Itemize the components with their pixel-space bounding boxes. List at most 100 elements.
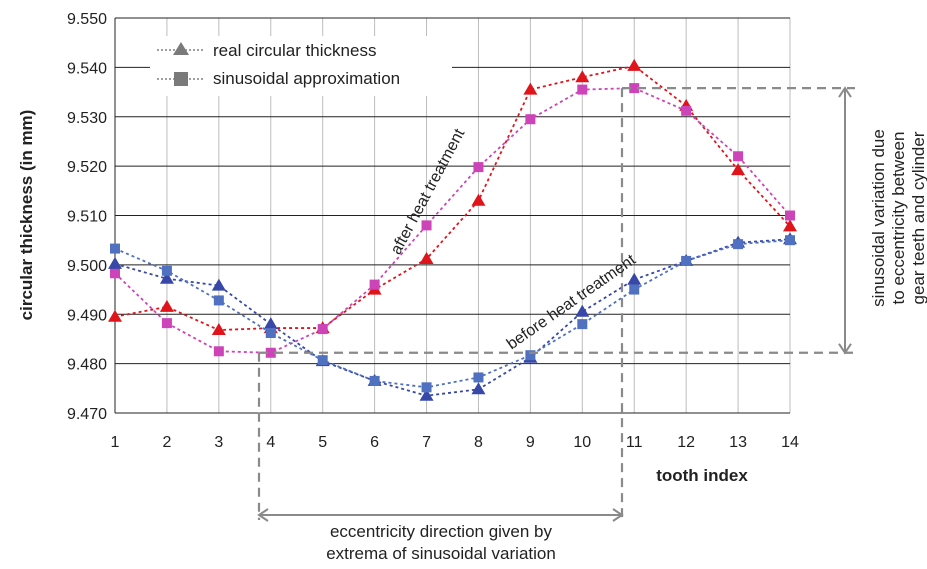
y-tick-label: 9.500 xyxy=(67,258,107,275)
x-tick-label: 6 xyxy=(370,434,379,451)
data-point-square xyxy=(577,84,588,95)
y-tick-label: 9.550 xyxy=(67,11,107,28)
y-axis-label: circular thickness (in mm) xyxy=(17,110,36,321)
y-tick-labels: 9.470 9.480 9.490 9.500 9.510 9.520 9.530 9.540… xyxy=(67,11,107,423)
data-point-square xyxy=(681,105,692,116)
x-tick-label: 3 xyxy=(214,434,223,451)
amplitude-arrow-bottom-head xyxy=(838,343,852,355)
x-tick-label: 12 xyxy=(677,434,695,451)
data-point-square xyxy=(525,350,536,361)
data-point-square xyxy=(733,239,744,250)
x-tick-label: 10 xyxy=(573,434,591,451)
annotation-eccentricity-line1: eccentricity direction given by xyxy=(330,522,553,541)
annotation-sinusoidal-line1: sinusoidal variation due xyxy=(869,129,888,307)
y-tick-label: 9.530 xyxy=(67,110,107,127)
legend-box xyxy=(150,36,452,96)
series-0 xyxy=(108,58,797,336)
x-axis-label: tooth index xyxy=(656,466,748,485)
data-point-triangle xyxy=(783,219,797,232)
data-point-square xyxy=(785,210,795,221)
y-tick-label: 9.480 xyxy=(67,357,107,374)
data-point-triangle xyxy=(211,278,226,291)
data-point-triangle xyxy=(627,58,642,71)
series-line xyxy=(114,87,791,354)
data-point-triangle xyxy=(159,271,174,284)
x-tick-label: 4 xyxy=(266,434,275,451)
data-point-square xyxy=(317,355,328,366)
data-point-triangle xyxy=(108,309,122,322)
annotation-eccentricity-line2: extrema of sinusoidal variation xyxy=(326,544,556,563)
data-point-square xyxy=(161,318,172,329)
data-point-square xyxy=(265,347,276,358)
data-point-triangle xyxy=(575,70,590,83)
data-point-triangle xyxy=(263,317,278,330)
data-point-triangle xyxy=(471,193,486,206)
x-tick-label: 2 xyxy=(162,434,171,451)
data-point-triangle xyxy=(627,272,642,285)
data-point-square xyxy=(213,295,224,306)
x-tick-label: 1 xyxy=(111,434,120,451)
annotation-sinusoidal-variation: sinusoidal variation due to eccentricity… xyxy=(869,129,927,307)
y-tick-label: 9.510 xyxy=(67,209,107,226)
series-1 xyxy=(110,83,795,358)
eccentricity-arrow-right-head xyxy=(612,508,624,522)
y-tick-label: 9.490 xyxy=(67,307,107,324)
data-point-triangle xyxy=(731,163,746,176)
legend-square-marker xyxy=(174,72,188,86)
data-point-triangle xyxy=(108,256,122,269)
series-layer xyxy=(108,58,797,401)
data-point-square xyxy=(110,243,120,254)
annotation-sinusoidal-line3: gear teeth and cylinder xyxy=(909,131,927,304)
data-point-square xyxy=(369,279,380,290)
data-point-square xyxy=(421,382,432,393)
data-point-square xyxy=(473,372,484,383)
y-tick-label: 9.520 xyxy=(67,159,107,176)
data-point-square xyxy=(213,346,224,357)
annotation-before-heat-treatment: before heat treatment xyxy=(504,251,640,353)
data-point-square xyxy=(733,151,744,162)
amplitude-arrow-top-head xyxy=(838,86,852,98)
data-point-square xyxy=(265,328,276,339)
data-point-triangle xyxy=(211,323,226,336)
data-point-square xyxy=(317,324,328,335)
data-point-square xyxy=(629,83,640,94)
data-point-square xyxy=(161,265,172,276)
x-tick-label: 8 xyxy=(474,434,483,451)
data-point-triangle xyxy=(419,388,434,401)
legend: real circular thickness sinusoidal appro… xyxy=(150,36,452,96)
data-point-triangle xyxy=(523,82,538,95)
series-3 xyxy=(110,235,795,393)
y-tick-label: 9.470 xyxy=(67,406,107,423)
annotation-sinusoidal-line2: to eccentricity between xyxy=(889,132,908,305)
data-point-square xyxy=(110,268,120,279)
data-point-triangle xyxy=(575,304,590,317)
x-tick-labels: 1 2 3 4 5 6 7 8 9 10 11 12 13 14 xyxy=(111,434,799,451)
x-tick-label: 11 xyxy=(626,434,643,451)
legend-triangle-marker xyxy=(173,42,189,55)
data-point-square xyxy=(681,255,692,266)
eccentricity-arrow-left-head xyxy=(257,508,269,522)
legend-label-square: sinusoidal approximation xyxy=(213,69,400,88)
x-tick-label: 13 xyxy=(729,434,747,451)
data-point-triangle xyxy=(159,299,174,312)
data-point-square xyxy=(785,235,795,246)
data-point-triangle xyxy=(471,382,486,395)
x-tick-label: 7 xyxy=(422,434,431,451)
legend-label-triangle: real circular thickness xyxy=(213,41,376,60)
annotation-eccentricity: eccentricity direction given by extrema … xyxy=(326,522,556,563)
x-tick-label: 5 xyxy=(318,434,327,451)
x-tick-label: 14 xyxy=(781,434,799,451)
data-point-square xyxy=(629,284,640,295)
data-point-square xyxy=(577,319,588,330)
data-point-square xyxy=(473,162,484,173)
y-tick-label: 9.540 xyxy=(67,60,107,77)
x-tick-label: 9 xyxy=(526,434,535,451)
series-2 xyxy=(108,232,797,401)
data-point-square xyxy=(369,375,380,386)
data-point-square xyxy=(421,220,432,231)
series-line xyxy=(114,239,791,389)
guide-lines xyxy=(257,86,855,522)
data-point-square xyxy=(525,114,536,125)
data-point-triangle xyxy=(419,251,434,264)
